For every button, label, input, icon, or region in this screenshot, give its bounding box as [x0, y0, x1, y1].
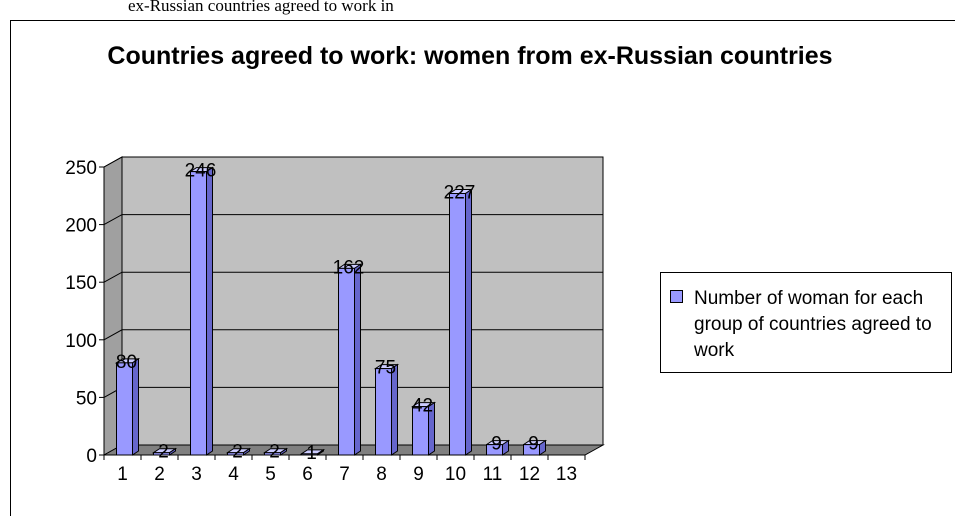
data-label: 80: [116, 352, 137, 373]
data-label: 75: [375, 358, 396, 379]
document-text-fragment: ex-Russian countries agreed to work in: [128, 0, 394, 15]
bar: [227, 452, 244, 456]
bar: [375, 368, 392, 456]
data-label: 2: [232, 442, 243, 463]
bar: [486, 444, 503, 456]
y-tick-label: 250: [65, 158, 97, 179]
bar: [449, 192, 466, 456]
bar: [153, 452, 170, 456]
x-tick-label: 7: [339, 464, 350, 485]
legend-swatch: [670, 290, 683, 303]
bar-side: [465, 188, 472, 456]
x-tick-label: 3: [191, 464, 202, 485]
bar: [338, 267, 355, 456]
data-label: 1: [306, 443, 317, 464]
data-label: 9: [528, 434, 539, 455]
legend-label: Number of woman for each group of countr…: [694, 288, 932, 361]
data-label: 2: [269, 442, 280, 463]
bar: [523, 444, 540, 456]
x-tick-label: 5: [265, 464, 276, 485]
bar-side: [206, 166, 213, 456]
y-tick-label: 150: [65, 273, 97, 294]
x-tick-label: 2: [154, 464, 165, 485]
x-tick-label: 13: [556, 464, 577, 485]
x-tick-label: 4: [228, 464, 239, 485]
bar: [116, 362, 133, 456]
y-tick-label: 0: [86, 446, 97, 467]
bar: [190, 171, 207, 456]
chart-legend: Number of woman for each group of countr…: [660, 272, 952, 373]
bar-side: [132, 357, 139, 456]
x-tick-label: 9: [413, 464, 424, 485]
x-tick-label: 6: [302, 464, 313, 485]
gridline: [103, 214, 603, 226]
bar: [301, 453, 318, 456]
data-label: 227: [444, 182, 476, 203]
data-label: 246: [185, 161, 217, 182]
data-label: 162: [333, 257, 365, 278]
x-tick-label: 11: [483, 464, 503, 485]
gridline: [103, 271, 603, 283]
chart-title: Countries agreed to work: women from ex-…: [107, 42, 833, 70]
gridline: [103, 329, 603, 341]
y-tick-label: 50: [76, 388, 97, 409]
y-tick-label: 200: [65, 216, 97, 237]
bar-side: [354, 263, 361, 456]
data-label: 9: [491, 434, 502, 455]
bar: [264, 452, 281, 456]
x-tick-label: 12: [519, 464, 540, 485]
gridline: [103, 156, 603, 168]
x-tick-label: 8: [376, 464, 387, 485]
y-tick-label: 100: [65, 331, 97, 352]
data-label: 42: [412, 396, 433, 417]
x-tick-label: 1: [117, 464, 128, 485]
x-tick-label: 10: [445, 464, 466, 485]
data-label: 2: [158, 442, 169, 463]
bar: [412, 406, 429, 456]
